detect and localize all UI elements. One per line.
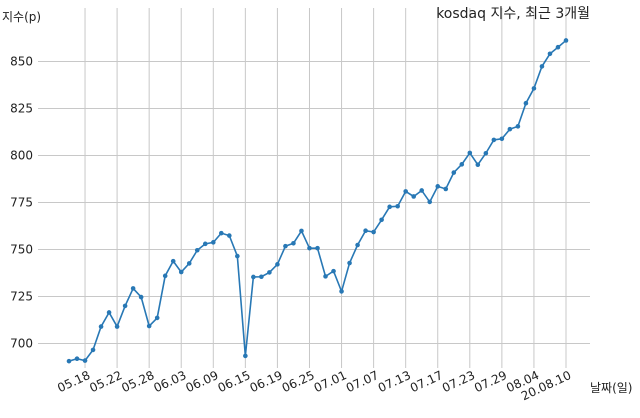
data-point	[331, 268, 336, 274]
x-tick-label: 06.19	[248, 368, 285, 395]
x-tick-label: 05.28	[119, 368, 156, 395]
data-point	[122, 303, 128, 309]
data-point	[267, 270, 272, 275]
data-point	[339, 289, 344, 294]
data-point	[315, 245, 320, 251]
data-point	[74, 356, 80, 362]
data-point	[443, 186, 449, 192]
x-tick-label: 07.29	[472, 368, 509, 395]
data-point	[491, 137, 497, 143]
data-point	[371, 229, 376, 235]
data-point	[275, 262, 280, 267]
data-point	[66, 358, 72, 364]
x-axis-ticks: 05.1805.2205.2806.0306.0906.1506.1906.25…	[55, 368, 573, 403]
data-point	[291, 240, 296, 246]
data-point	[90, 347, 96, 353]
data-point	[475, 162, 481, 168]
data-point	[507, 126, 513, 132]
y-tick-label: 750	[10, 243, 33, 257]
data-point	[202, 241, 208, 247]
y-tick-label: 700	[10, 337, 33, 351]
data-point	[379, 217, 384, 223]
data-point	[186, 261, 192, 266]
data-point	[243, 353, 248, 359]
x-tick-label: 07.13	[376, 368, 413, 395]
x-tick-label: 06.03	[151, 368, 188, 395]
data-point	[219, 230, 224, 236]
x-tick-label: 07.23	[440, 368, 477, 395]
data-point	[499, 136, 505, 142]
data-point	[227, 233, 232, 238]
data-point	[178, 269, 184, 275]
x-tick-label: 06.09	[184, 368, 221, 395]
data-point	[427, 199, 433, 205]
data-point	[347, 260, 352, 266]
data-point	[467, 150, 473, 156]
data-point	[299, 228, 304, 234]
x-tick-label: 07.17	[408, 368, 445, 395]
data-point	[419, 188, 425, 193]
data-point	[98, 324, 104, 329]
y-axis-label: 지수(p)	[2, 10, 41, 24]
data-point	[523, 100, 529, 106]
data-point	[323, 274, 328, 279]
x-tick-label: 07.01	[312, 368, 349, 395]
chart-title: kosdaq 지수, 최근 3개월	[436, 6, 590, 22]
data-point	[387, 204, 392, 210]
y-tick-label: 775	[10, 196, 33, 210]
data-point	[539, 64, 545, 69]
data-point	[251, 274, 256, 280]
data-point	[459, 162, 465, 167]
data-point	[154, 315, 160, 321]
data-point	[483, 150, 489, 156]
data-point	[235, 253, 240, 259]
data-point	[138, 294, 144, 300]
y-tick-label: 800	[10, 149, 33, 163]
x-axis-label: 날짜(일)	[590, 381, 632, 395]
x-tick-label: 06.15	[216, 368, 253, 395]
data-point	[531, 86, 537, 91]
y-tick-label: 850	[10, 55, 33, 69]
data-point	[283, 243, 288, 249]
data-point	[106, 310, 112, 315]
data-point	[547, 51, 553, 57]
data-point	[307, 245, 312, 251]
data-point	[363, 228, 368, 233]
data-point	[162, 273, 168, 279]
data-point	[355, 242, 360, 248]
data-point	[403, 189, 408, 194]
data-point	[555, 44, 561, 50]
data-point	[114, 324, 120, 329]
y-tick-label: 725	[10, 290, 33, 304]
x-tick-label: 06.25	[280, 368, 317, 395]
data-point	[170, 258, 176, 264]
data-points	[66, 38, 569, 364]
data-point	[82, 358, 88, 363]
data-point	[259, 274, 264, 280]
data-point	[146, 323, 152, 329]
x-tick-label: 05.22	[87, 368, 124, 395]
data-point	[130, 286, 136, 291]
data-point	[194, 247, 200, 253]
y-axis-ticks: 700 725 750 775 800 825 850	[10, 55, 33, 351]
grid-lines	[38, 8, 590, 368]
data-point	[515, 124, 521, 129]
y-tick-label: 825	[10, 102, 33, 116]
data-point	[435, 184, 441, 189]
x-tick-label: 05.18	[55, 368, 92, 395]
data-point	[411, 194, 416, 199]
x-tick-label: 07.07	[344, 368, 381, 395]
kosdaq-index-line	[68, 39, 567, 362]
data-point	[395, 203, 400, 209]
data-point	[451, 170, 457, 175]
data-point	[563, 38, 569, 43]
data-point	[210, 240, 216, 245]
